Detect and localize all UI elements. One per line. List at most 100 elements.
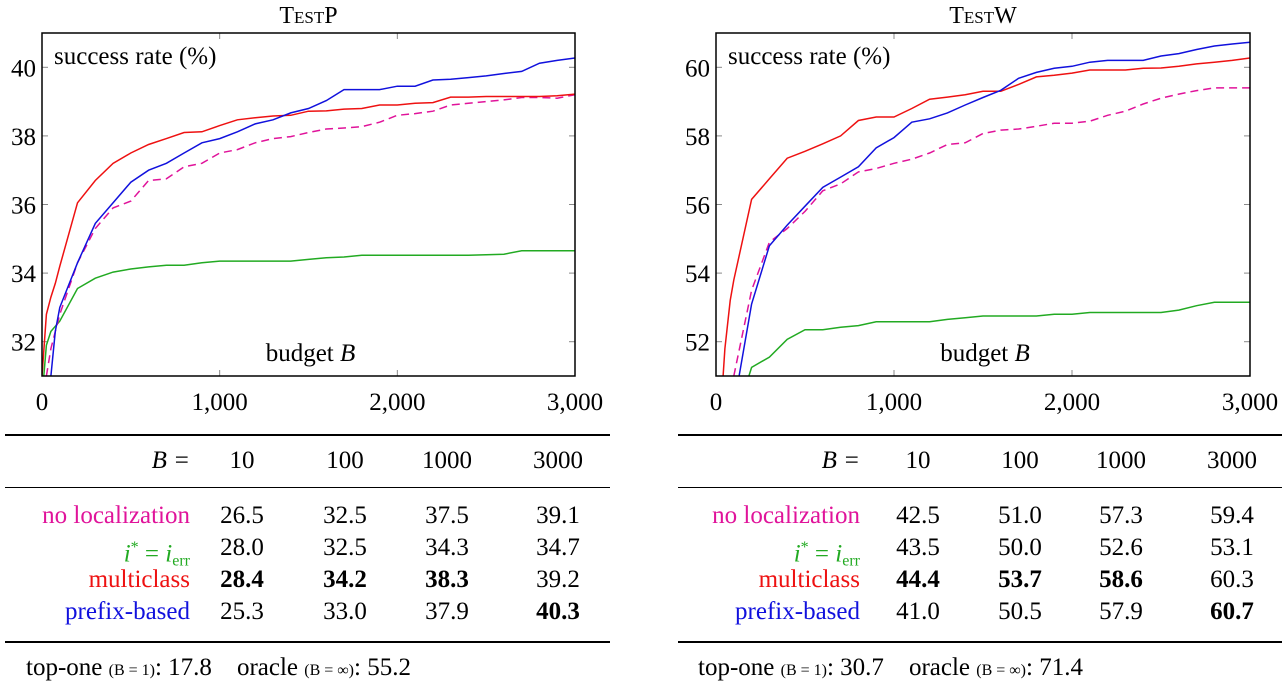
table-cell: 39.2 bbox=[536, 566, 580, 593]
plot-frame bbox=[715, 32, 1251, 377]
table-cell: 26.5 bbox=[220, 502, 264, 529]
y-tick-label: 32 bbox=[11, 330, 36, 357]
table-cell: 57.9 bbox=[1099, 598, 1143, 625]
x-tick-label: 0 bbox=[36, 389, 49, 416]
label-part: i bbox=[123, 540, 131, 568]
label-part: i bbox=[793, 540, 801, 568]
table-cell: 60.7 bbox=[1210, 598, 1254, 625]
x-tick-label: 1,000 bbox=[192, 389, 248, 416]
y-tick-label: 60 bbox=[685, 55, 710, 82]
header-label: B = bbox=[822, 447, 860, 475]
table-cell: 37.9 bbox=[425, 598, 469, 625]
table-cell: 40.3 bbox=[536, 598, 580, 625]
x-tick-label: 3,000 bbox=[547, 389, 603, 416]
label-part: * bbox=[800, 539, 809, 556]
x-axis-label: budget B bbox=[266, 340, 356, 367]
table-cell: 53.1 bbox=[1210, 534, 1254, 561]
table-cell: 38.3 bbox=[425, 566, 469, 593]
table-cell: 43.5 bbox=[896, 534, 940, 561]
col-header: 100 bbox=[326, 447, 364, 474]
table-cell: 53.7 bbox=[998, 566, 1042, 593]
x-axis-label-text: budget bbox=[940, 340, 1014, 367]
header-label-text: B = bbox=[821, 447, 860, 474]
series-line-no-localization bbox=[733, 87, 1250, 376]
x-tick-label: 0 bbox=[710, 389, 723, 416]
y-tick-label: 52 bbox=[685, 330, 710, 357]
top-one-condition: (B = 1) bbox=[108, 662, 155, 679]
table-footer: top-one (B = 1): 17.8 oracle (B = ∞): 55… bbox=[26, 654, 411, 682]
label-part: err bbox=[172, 552, 190, 570]
row-label-prefix-based: prefix-based bbox=[735, 598, 860, 625]
series-line-prefix-based bbox=[50, 57, 575, 376]
table-cell: 50.5 bbox=[998, 598, 1042, 625]
oracle-value: : 71.4 bbox=[1026, 654, 1083, 681]
col-header: 1000 bbox=[1096, 447, 1146, 474]
y-tick-label: 38 bbox=[11, 124, 36, 151]
table-cell: 59.4 bbox=[1210, 502, 1254, 529]
x-axis-label-text: budget bbox=[266, 340, 340, 367]
table-cell: 58.6 bbox=[1099, 566, 1143, 593]
chart-title: TestW bbox=[949, 3, 1017, 29]
series-line-prefix-based bbox=[738, 41, 1250, 376]
x-tick-label: 2,000 bbox=[1044, 389, 1100, 416]
table-footer: top-one (B = 1): 30.7 oracle (B = ∞): 71… bbox=[698, 654, 1083, 682]
top-one-value: : 17.8 bbox=[154, 654, 212, 681]
x-axis-label-var: B bbox=[1015, 340, 1030, 367]
col-header: 100 bbox=[1001, 447, 1039, 474]
table-cell: 50.0 bbox=[998, 534, 1042, 561]
table-cell: 39.1 bbox=[536, 502, 580, 529]
line-chart-testw: TestW 0 1,000 2,000 3,000 52 54 56 58 60 success r… bbox=[685, 3, 1278, 416]
table-cell: 57.3 bbox=[1099, 502, 1143, 529]
table-bottom-rule bbox=[678, 641, 1282, 643]
row-label-no-localization: no localization bbox=[42, 502, 190, 529]
oracle-label: oracle bbox=[908, 654, 970, 681]
table-cell: 52.6 bbox=[1099, 534, 1143, 561]
label-part: i bbox=[835, 540, 843, 568]
y-tick-label: 36 bbox=[11, 193, 36, 220]
col-header: 3000 bbox=[533, 447, 583, 474]
table-cell: 32.5 bbox=[323, 502, 367, 529]
label-part: * bbox=[130, 539, 139, 556]
x-tick-label: 1,000 bbox=[866, 389, 922, 416]
top-one-value: : 30.7 bbox=[826, 654, 884, 681]
y-tick-label: 34 bbox=[11, 261, 37, 288]
y-axis-label: success rate (%) bbox=[728, 43, 890, 70]
row-label-i-star: i* = ierr bbox=[794, 534, 860, 575]
table-top-rule bbox=[678, 434, 1282, 436]
table-cell: 44.4 bbox=[896, 566, 940, 593]
row-label-prefix-based: prefix-based bbox=[65, 598, 190, 625]
y-axis-label: success rate (%) bbox=[54, 43, 216, 70]
table-cell: 28.4 bbox=[220, 566, 264, 593]
table-cell: 42.5 bbox=[896, 502, 940, 529]
y-tick-label: 58 bbox=[685, 124, 710, 151]
line-chart-testp: TestP 0 1,000 2,000 3,000 32 34 36 38 40 success r… bbox=[11, 3, 603, 416]
row-label-no-localization: no localization bbox=[712, 502, 860, 529]
top-one-condition: (B = 1) bbox=[780, 662, 827, 679]
header-label: B = bbox=[152, 447, 190, 475]
table-cell: 37.5 bbox=[425, 502, 469, 529]
row-label-multiclass: multiclass bbox=[758, 566, 860, 593]
col-header: 1000 bbox=[422, 447, 472, 474]
oracle-condition: (B = ∞) bbox=[976, 662, 1027, 679]
oracle-value: : 55.2 bbox=[354, 654, 411, 681]
row-label-i-star: i* = ierr bbox=[124, 534, 190, 575]
label-part: i bbox=[165, 540, 173, 568]
series-line-i-star bbox=[43, 250, 575, 376]
x-tick-label: 3,000 bbox=[1222, 389, 1278, 416]
oracle-condition: (B = ∞) bbox=[304, 662, 355, 679]
label-part: = bbox=[138, 540, 166, 568]
table-cell: 51.0 bbox=[998, 502, 1042, 529]
table-cell: 32.5 bbox=[323, 534, 367, 561]
col-header: 10 bbox=[229, 447, 255, 474]
col-header: 10 bbox=[905, 447, 931, 474]
x-axis-label-var: B bbox=[340, 340, 355, 367]
x-axis-label: budget B bbox=[940, 340, 1030, 367]
col-header: 3000 bbox=[1207, 447, 1257, 474]
charts-area: TestP 0 1,000 2,000 3,000 32 34 36 38 40 success r… bbox=[11, 3, 1278, 416]
y-tick-label: 54 bbox=[685, 261, 711, 288]
series-line-multiclass bbox=[722, 57, 1250, 376]
table-cell: 34.2 bbox=[323, 566, 367, 593]
header-label-text: B = bbox=[151, 447, 190, 474]
table-cell: 25.3 bbox=[220, 598, 264, 625]
